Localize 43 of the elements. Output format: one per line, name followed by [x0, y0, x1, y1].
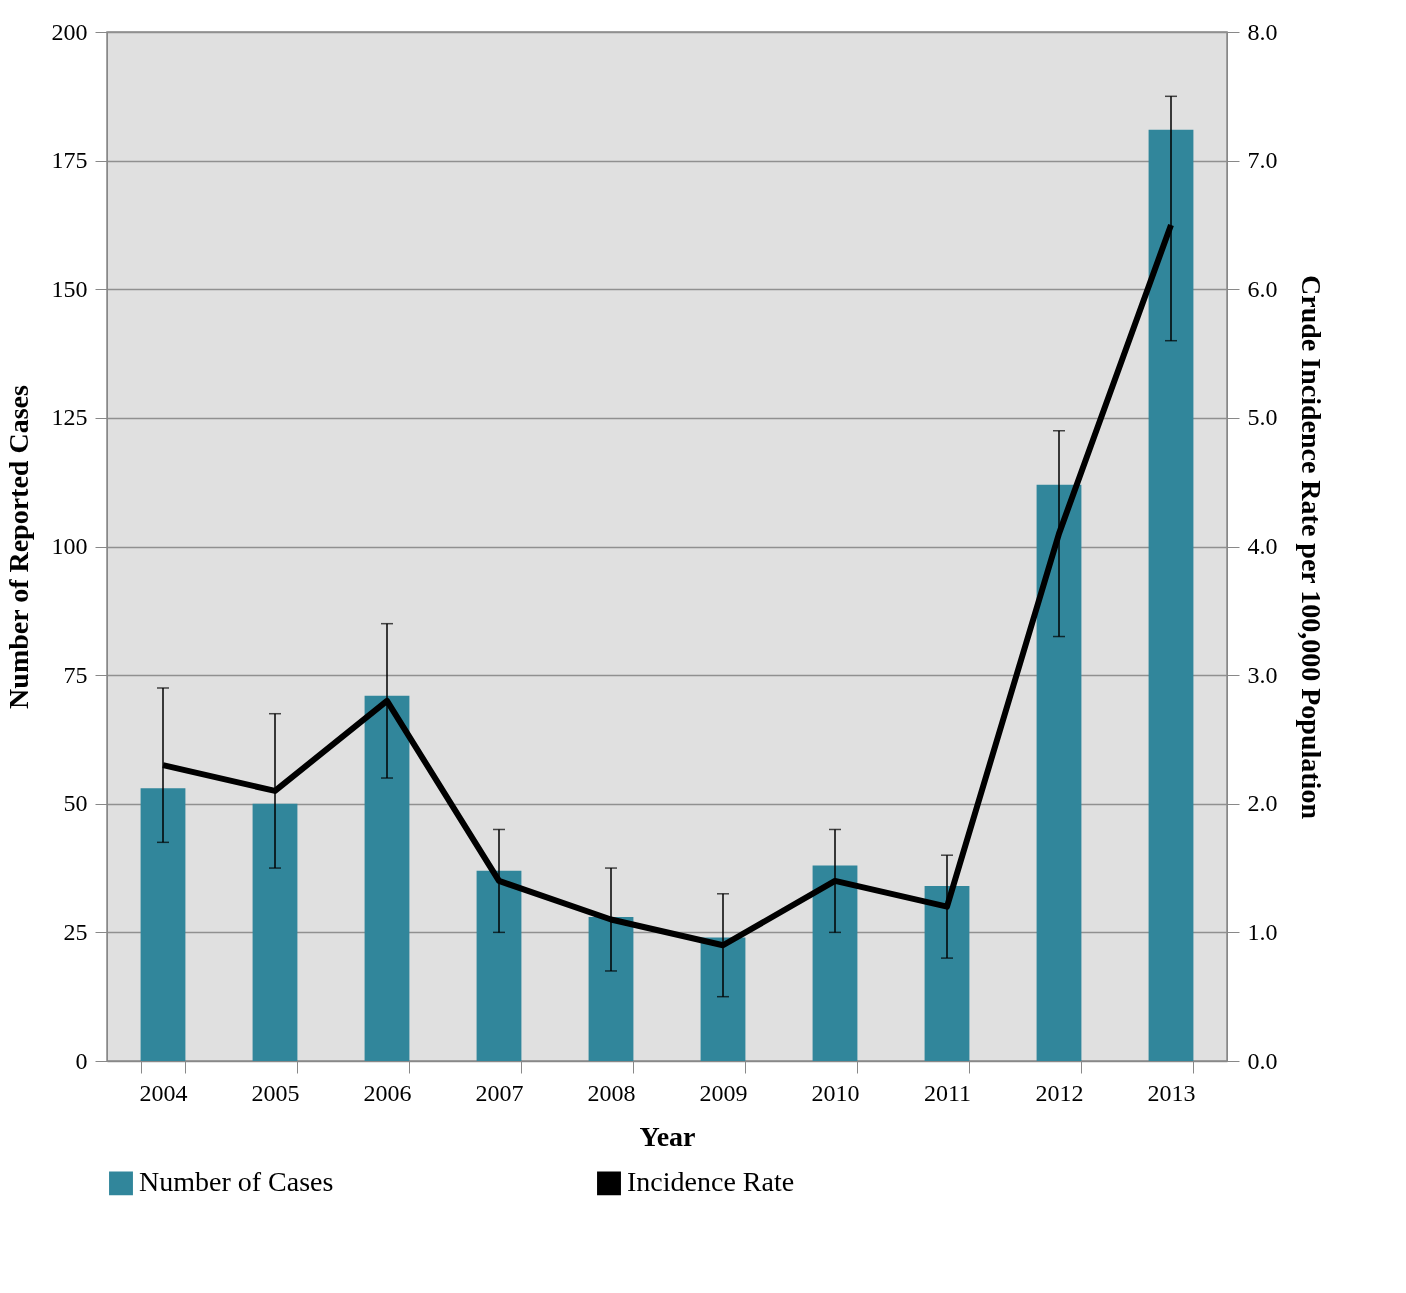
y2-tick-label: 0.0 [1247, 1047, 1278, 1074]
x-tick-label: 2007 [475, 1079, 524, 1106]
y-tick-label: 200 [51, 18, 88, 45]
y-tick-label: 150 [51, 275, 88, 302]
y-tick-label: 175 [51, 147, 88, 174]
bar [252, 803, 298, 1061]
y-tick-label: 100 [51, 533, 88, 559]
x-tick-label: 2006 [363, 1079, 412, 1106]
bar [364, 695, 410, 1061]
bar [700, 937, 746, 1061]
y2-tick-label: 6.0 [1247, 275, 1278, 302]
legend-label: Incidence Rate [627, 1166, 795, 1198]
y2-tick-label: 2.0 [1247, 790, 1278, 817]
y-tick-label: 50 [63, 790, 88, 817]
y2-tick-label: 3.0 [1247, 661, 1278, 688]
bar [588, 916, 634, 1061]
x-tick-label: 2005 [251, 1079, 300, 1106]
y2-tick-label: 7.0 [1247, 147, 1278, 174]
x-tick-label: 2011 [923, 1079, 972, 1106]
y2-tick-label: 1.0 [1247, 918, 1278, 945]
bar [1148, 129, 1194, 1061]
x-tick-label: 2009 [699, 1079, 748, 1106]
x-tick-label: 2010 [811, 1079, 860, 1106]
y-tick-label: 25 [63, 918, 88, 945]
y-tick-label: 75 [63, 661, 88, 688]
y2-axis-title: Crude Incidence Rate per 100,000 Population [1295, 275, 1327, 820]
bar [140, 788, 186, 1061]
x-tick-label: 2008 [587, 1079, 636, 1106]
bar [812, 865, 858, 1061]
y2-tick-label: 8.0 [1247, 18, 1278, 45]
x-tick-label: 2004 [139, 1079, 188, 1106]
y2-tick-label: 4.0 [1247, 533, 1278, 559]
x-axis-title: Year [639, 1120, 696, 1152]
bar [924, 886, 970, 1061]
y-axis-title: Number of Reported Cases [2, 385, 34, 709]
bar [476, 870, 522, 1061]
x-tick-label: 2013 [1147, 1079, 1196, 1106]
y-tick-label: 0 [75, 1047, 88, 1074]
bar [1036, 484, 1082, 1061]
x-tick-label: 2012 [1035, 1079, 1084, 1106]
y2-tick-label: 5.0 [1247, 404, 1278, 431]
y-tick-label: 125 [51, 404, 88, 431]
legend-label: Number of Cases [139, 1166, 334, 1198]
